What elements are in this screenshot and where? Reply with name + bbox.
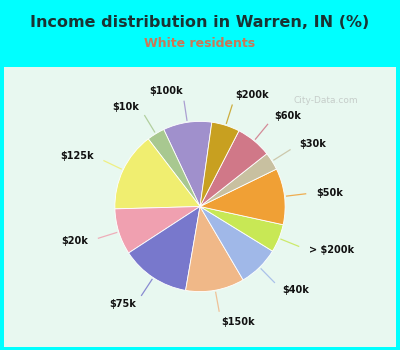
Text: $40k: $40k	[282, 285, 309, 295]
Text: $60k: $60k	[274, 111, 301, 121]
Text: $200k: $200k	[236, 90, 269, 100]
Wedge shape	[200, 206, 272, 280]
Wedge shape	[129, 206, 200, 290]
Wedge shape	[200, 122, 239, 206]
Wedge shape	[200, 206, 283, 251]
Wedge shape	[164, 121, 212, 206]
Wedge shape	[115, 206, 200, 253]
Text: Income distribution in Warren, IN (%): Income distribution in Warren, IN (%)	[30, 15, 370, 30]
Text: > $200k: > $200k	[308, 245, 354, 255]
Text: $10k: $10k	[112, 102, 139, 112]
Text: $100k: $100k	[149, 86, 182, 96]
Text: $30k: $30k	[299, 139, 326, 149]
Wedge shape	[186, 206, 243, 292]
Text: $125k: $125k	[61, 151, 94, 161]
Text: City-Data.com: City-Data.com	[293, 96, 358, 105]
Wedge shape	[200, 131, 267, 206]
Wedge shape	[200, 154, 276, 206]
Text: $50k: $50k	[316, 188, 343, 197]
Wedge shape	[115, 139, 200, 209]
Text: $150k: $150k	[221, 317, 255, 327]
Text: $75k: $75k	[109, 299, 136, 309]
Text: $20k: $20k	[62, 236, 88, 246]
Text: White residents: White residents	[144, 37, 256, 50]
Wedge shape	[148, 130, 200, 206]
Wedge shape	[200, 169, 285, 225]
